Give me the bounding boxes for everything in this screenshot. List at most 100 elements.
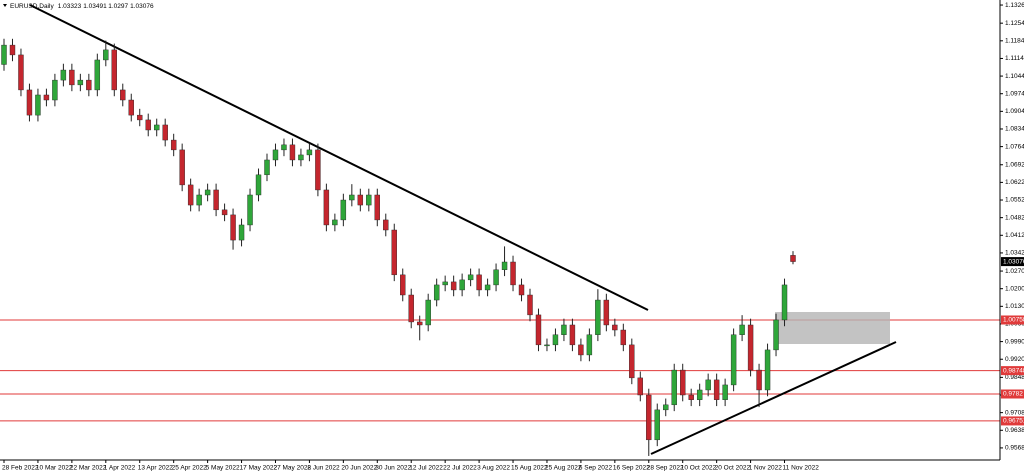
candle-body [459, 279, 465, 291]
candle-body [137, 114, 143, 121]
x-tick-label: 15 Aug 2022 [511, 465, 548, 472]
open-value: 1.03323 [58, 3, 82, 10]
candle-body [400, 274, 406, 296]
candle-body [332, 219, 338, 226]
level-label: 1.00758 [1003, 317, 1024, 324]
candle-body [26, 89, 33, 116]
candle-body [756, 369, 762, 391]
y-tick-label: 1.09740 [1005, 90, 1024, 97]
candle-body [569, 324, 576, 346]
candle-body [510, 261, 516, 286]
candle-body [696, 389, 703, 400]
candle-body [111, 49, 117, 91]
x-tick-label: 28 Sep 2022 [647, 465, 684, 472]
candle-body [162, 124, 168, 141]
x-tick-label: 13 Apr 2022 [138, 465, 173, 472]
trend-line-down [29, 4, 649, 311]
candle-body [425, 299, 431, 326]
x-tick-label: 3 Aug 2022 [477, 465, 510, 472]
candle-body [722, 384, 728, 400]
candle-body [527, 294, 533, 316]
candle-body [713, 379, 720, 400]
x-tick-label: 22 Jul 2022 [443, 465, 477, 472]
y-tick-label: 1.13260 [1005, 2, 1024, 9]
candle-body [1, 44, 7, 65]
candle-body [298, 154, 304, 161]
candle-body [238, 224, 245, 241]
x-tick-label: 16 Sep 2022 [613, 465, 650, 472]
candle-body [705, 379, 711, 391]
menu-triangle[interactable] [3, 4, 7, 7]
chart-title: EURUSD,Daily [10, 3, 54, 10]
candle-body [442, 281, 448, 286]
y-tick-label: 1.04820 [1005, 214, 1024, 221]
candle-body [790, 255, 796, 262]
candle-body [128, 99, 134, 116]
candle-body [52, 79, 58, 101]
close-value: 1.03076 [130, 3, 154, 10]
candle-body [230, 214, 236, 241]
candle-body [544, 344, 550, 347]
candle-body [688, 394, 694, 400]
zone-box [775, 312, 890, 344]
y-tick-label: 1.04120 [1005, 232, 1024, 239]
candle-body [739, 324, 745, 335]
candle-body [247, 194, 253, 226]
candle-body [357, 194, 364, 206]
candle-body [773, 319, 779, 351]
y-tick-label: 1.10440 [1005, 73, 1024, 80]
y-tick-label: 1.11840 [1005, 38, 1024, 45]
x-tick-label: 30 Jun 2022 [375, 465, 411, 472]
candle-body [349, 194, 355, 201]
candle-body [213, 189, 219, 211]
level-label-box [1001, 416, 1024, 426]
level-label-box [1001, 389, 1024, 399]
candle-body [323, 189, 330, 226]
y-tick-label: 1.12540 [1005, 20, 1024, 27]
candle-body [255, 174, 262, 196]
x-tick-label: 25 Aug 2022 [545, 465, 582, 472]
candle-body [552, 334, 559, 346]
candle-body [476, 274, 482, 291]
x-tick-label: 10 Oct 2022 [681, 465, 717, 472]
candle-body [578, 344, 584, 356]
candle-body [103, 49, 109, 61]
candle-body [315, 149, 321, 191]
candle-body [77, 79, 84, 86]
x-tick-label: 28 Feb 2022 [2, 465, 39, 472]
candle-body [60, 69, 67, 81]
candles [1, 38, 796, 456]
x-tick-label: 20 Oct 2022 [715, 465, 751, 472]
y-tick-label: 1.07640 [1005, 143, 1024, 150]
candle-body [433, 284, 440, 301]
x-tick-label: 22 Mar 2022 [70, 465, 107, 472]
candle-body [289, 144, 296, 161]
level-label: 0.9782 [1003, 391, 1023, 398]
candle-body [145, 119, 151, 131]
high-value: 1.03491 [83, 3, 107, 10]
current-price-box [1001, 257, 1024, 267]
y-tick-label: 1.09040 [1005, 108, 1024, 115]
candle-body [264, 159, 270, 176]
x-tick-label: 5 May 2022 [206, 465, 240, 472]
candle-body [629, 344, 635, 379]
candle-body [408, 294, 414, 323]
candle-body [535, 314, 542, 346]
y-tick-label: 1.05520 [1005, 197, 1024, 204]
candle-body [612, 324, 618, 331]
candle-body [467, 274, 474, 281]
candle-body [120, 89, 126, 101]
candle-body [671, 369, 677, 406]
y-tick-label: 1.06220 [1005, 179, 1024, 186]
candle-body [154, 124, 160, 131]
candle-body [272, 149, 279, 161]
candle-body [561, 324, 567, 335]
candle-body [680, 369, 686, 396]
candle-body [306, 149, 313, 156]
candle-body [391, 229, 397, 276]
